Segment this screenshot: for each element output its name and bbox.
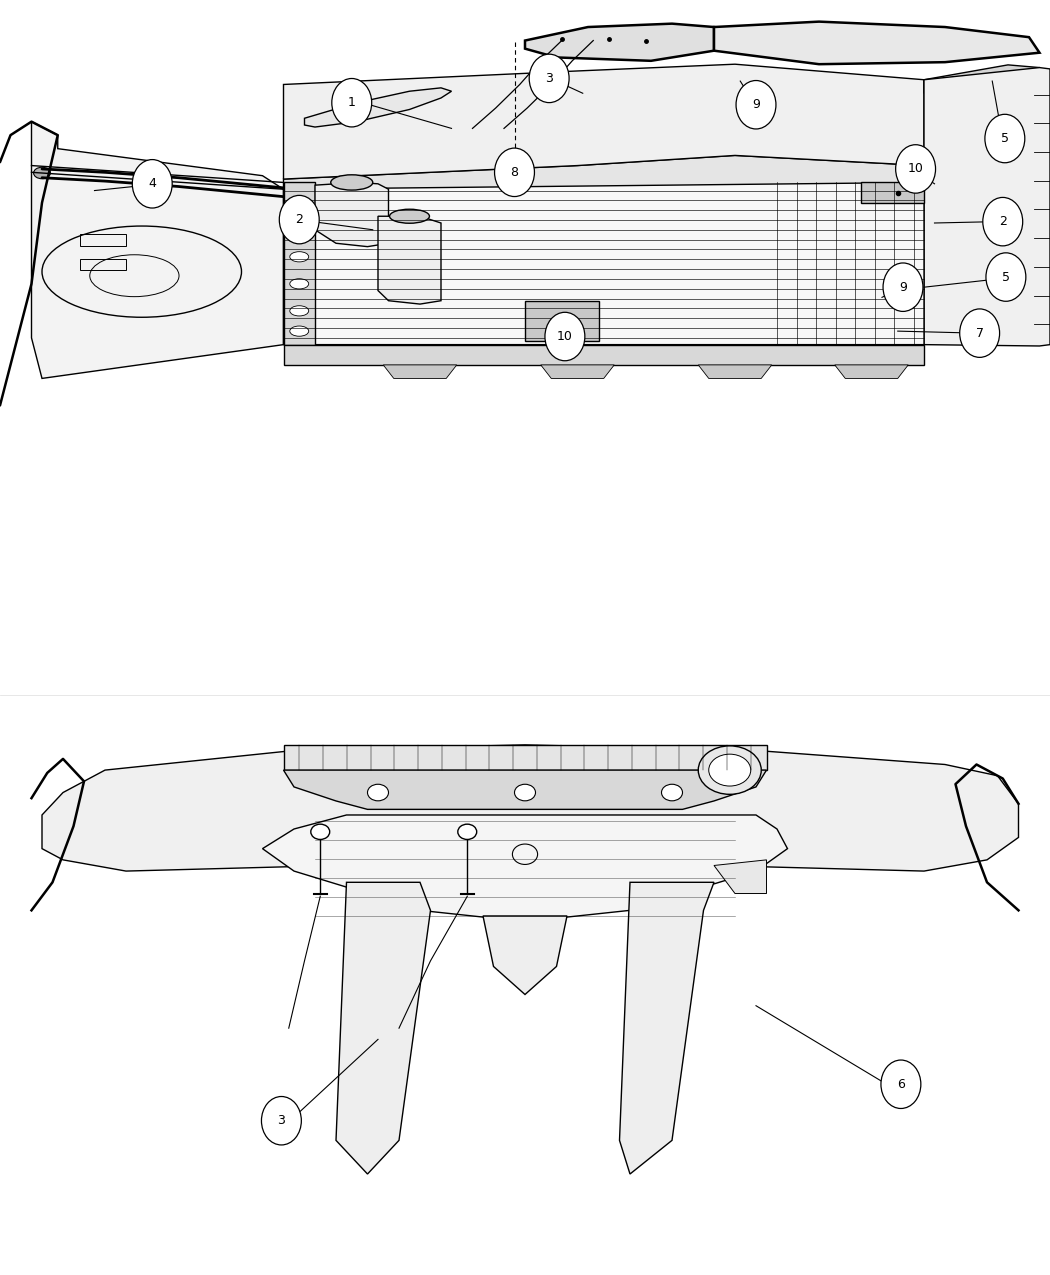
Ellipse shape <box>709 754 751 785</box>
Polygon shape <box>284 745 766 770</box>
Polygon shape <box>284 182 924 344</box>
Polygon shape <box>861 182 924 203</box>
Polygon shape <box>284 64 924 178</box>
Text: 9: 9 <box>752 98 760 111</box>
Ellipse shape <box>331 175 373 190</box>
Polygon shape <box>483 915 567 994</box>
Circle shape <box>279 195 319 244</box>
Polygon shape <box>620 882 714 1174</box>
Text: 1: 1 <box>348 96 356 110</box>
Polygon shape <box>32 121 284 379</box>
Polygon shape <box>924 65 1040 93</box>
Text: 7: 7 <box>975 326 984 339</box>
Polygon shape <box>42 745 1018 871</box>
Circle shape <box>983 198 1023 246</box>
Polygon shape <box>714 859 766 894</box>
Ellipse shape <box>390 209 429 223</box>
Polygon shape <box>835 365 908 379</box>
Circle shape <box>332 79 372 128</box>
Circle shape <box>896 145 936 193</box>
Text: 8: 8 <box>510 166 519 178</box>
Text: 3: 3 <box>545 71 553 85</box>
Ellipse shape <box>368 784 388 801</box>
Ellipse shape <box>662 784 682 801</box>
Text: 5: 5 <box>1001 133 1009 145</box>
Polygon shape <box>262 815 788 922</box>
Text: 10: 10 <box>556 330 573 343</box>
Ellipse shape <box>290 306 309 316</box>
Text: 3: 3 <box>277 1114 286 1127</box>
Polygon shape <box>525 301 598 342</box>
Ellipse shape <box>311 824 330 839</box>
Polygon shape <box>284 344 924 365</box>
Circle shape <box>881 1060 921 1108</box>
Ellipse shape <box>458 824 477 839</box>
Text: 4: 4 <box>148 177 156 190</box>
Ellipse shape <box>514 784 536 801</box>
Text: 2: 2 <box>999 215 1007 228</box>
Bar <box>80 259 126 270</box>
Text: 5: 5 <box>1002 270 1010 283</box>
Polygon shape <box>924 68 1050 346</box>
Ellipse shape <box>290 251 309 261</box>
Ellipse shape <box>290 198 309 208</box>
Polygon shape <box>383 365 457 379</box>
Polygon shape <box>304 88 452 128</box>
Polygon shape <box>284 182 315 344</box>
Polygon shape <box>541 365 614 379</box>
Polygon shape <box>714 22 1040 64</box>
Circle shape <box>529 54 569 102</box>
Circle shape <box>960 309 1000 357</box>
Ellipse shape <box>290 326 309 337</box>
Ellipse shape <box>698 746 761 794</box>
Polygon shape <box>378 217 441 303</box>
Circle shape <box>736 80 776 129</box>
Text: 6: 6 <box>897 1077 905 1090</box>
Bar <box>80 235 126 246</box>
Circle shape <box>132 159 172 208</box>
Polygon shape <box>284 770 766 810</box>
Text: 9: 9 <box>899 280 907 293</box>
Circle shape <box>985 115 1025 163</box>
Circle shape <box>883 263 923 311</box>
Text: 2: 2 <box>295 213 303 226</box>
Circle shape <box>261 1096 301 1145</box>
Ellipse shape <box>34 167 50 179</box>
Polygon shape <box>284 156 924 198</box>
Polygon shape <box>525 24 714 61</box>
Polygon shape <box>336 882 430 1174</box>
Polygon shape <box>698 365 772 379</box>
Text: 10: 10 <box>907 162 924 176</box>
Circle shape <box>545 312 585 361</box>
Ellipse shape <box>290 279 309 289</box>
Polygon shape <box>315 182 388 246</box>
Ellipse shape <box>290 224 309 235</box>
Circle shape <box>986 252 1026 301</box>
Circle shape <box>495 148 534 196</box>
